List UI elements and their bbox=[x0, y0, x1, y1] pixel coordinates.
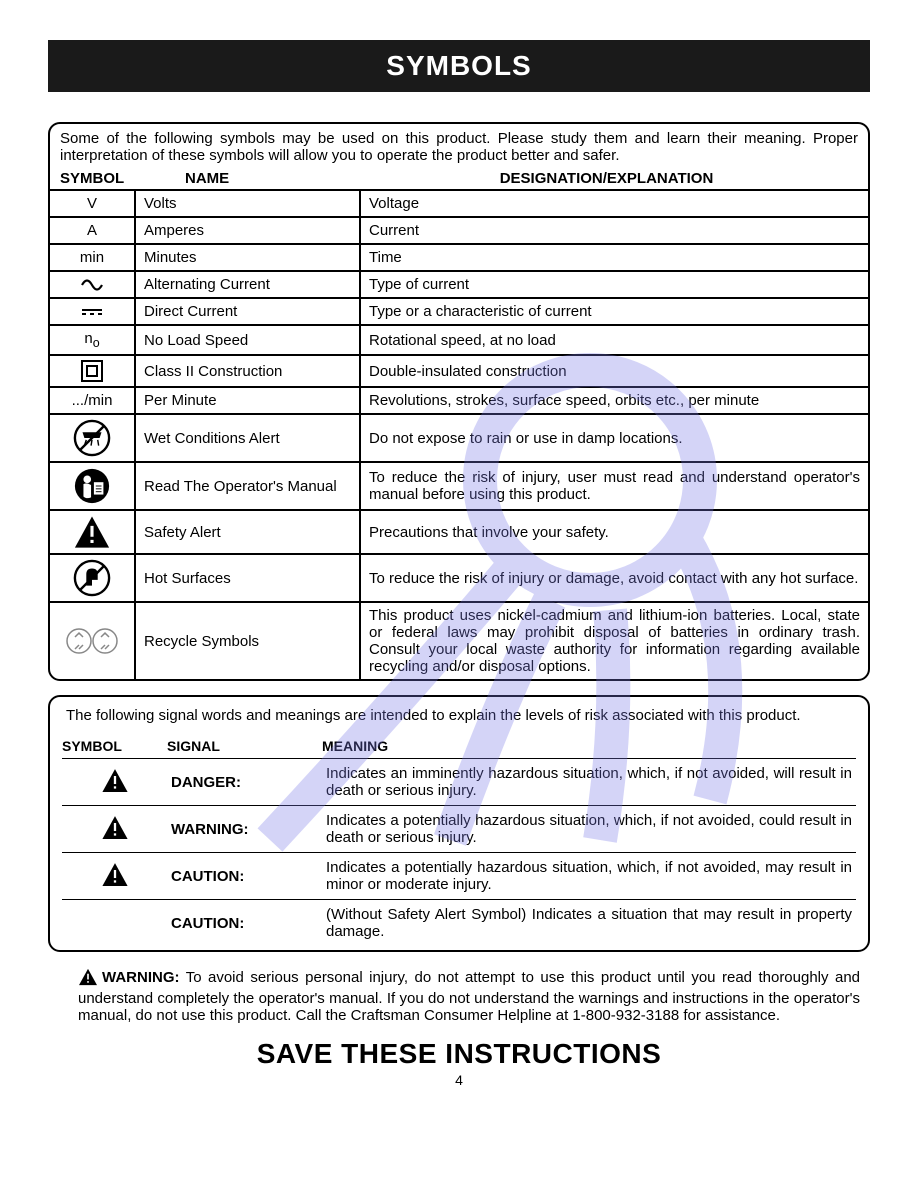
signal-symbol-cell bbox=[62, 759, 167, 806]
warning-label: WARNING: bbox=[102, 969, 180, 986]
name-cell: Amperes bbox=[135, 217, 360, 244]
symbol-cell: .../min bbox=[50, 387, 135, 414]
signal-symbol-cell bbox=[62, 806, 167, 853]
name-cell: Per Minute bbox=[135, 387, 360, 414]
name-cell: Hot Surfaces bbox=[135, 554, 360, 602]
signal-meaning-cell: Indicates an imminently hazardous situat… bbox=[322, 759, 856, 806]
signal-word-cell: CAUTION: bbox=[167, 853, 322, 900]
explanation-cell: Do not expose to rain or use in damp loc… bbox=[360, 414, 868, 462]
alert-triangle-icon bbox=[78, 968, 98, 990]
table-row: Hot SurfacesTo reduce the risk of injury… bbox=[50, 554, 868, 602]
table-row: Recycle SymbolsThis product uses nickel-… bbox=[50, 602, 868, 679]
signal-word-cell: DANGER: bbox=[167, 759, 322, 806]
signal-word-cell: WARNING: bbox=[167, 806, 322, 853]
name-cell: No Load Speed bbox=[135, 325, 360, 355]
signal-header-symbol: SYMBOL bbox=[62, 738, 167, 754]
symbol-cell bbox=[50, 271, 135, 298]
table-row: Alternating CurrentType of current bbox=[50, 271, 868, 298]
table-row: minMinutesTime bbox=[50, 244, 868, 271]
name-cell: Direct Current bbox=[135, 298, 360, 325]
symbol-cell: V bbox=[50, 191, 135, 217]
symbol-cell bbox=[50, 355, 135, 387]
signal-word-cell: CAUTION: bbox=[167, 900, 322, 951]
symbols-header-row: SYMBOL NAME DESIGNATION/EXPLANATION bbox=[50, 168, 868, 191]
symbol-cell bbox=[50, 298, 135, 325]
name-cell: Read The Operator's Manual bbox=[135, 462, 360, 510]
explanation-cell: To reduce the risk of injury or damage, … bbox=[360, 554, 868, 602]
table-row: Class II ConstructionDouble-insulated co… bbox=[50, 355, 868, 387]
symbols-header-name: NAME bbox=[145, 170, 355, 187]
name-cell: Minutes bbox=[135, 244, 360, 271]
signal-meaning-cell: (Without Safety Alert Symbol) Indicates … bbox=[322, 900, 856, 951]
page-title: SYMBOLS bbox=[48, 40, 870, 92]
symbol-cell bbox=[50, 414, 135, 462]
symbols-box: Some of the following symbols may be use… bbox=[48, 122, 870, 681]
explanation-cell: Double-insulated construction bbox=[360, 355, 868, 387]
explanation-cell: Precautions that involve your safety. bbox=[360, 510, 868, 554]
table-row: CAUTION:(Without Safety Alert Symbol) In… bbox=[62, 900, 856, 951]
explanation-cell: This product uses nickel-cadmium and lit… bbox=[360, 602, 868, 679]
table-row: AAmperesCurrent bbox=[50, 217, 868, 244]
symbols-header-expl: DESIGNATION/EXPLANATION bbox=[355, 170, 858, 187]
table-row: VVoltsVoltage bbox=[50, 191, 868, 217]
name-cell: Alternating Current bbox=[135, 271, 360, 298]
name-cell: Wet Conditions Alert bbox=[135, 414, 360, 462]
table-row: noNo Load SpeedRotational speed, at no l… bbox=[50, 325, 868, 355]
signal-box: The following signal words and meanings … bbox=[48, 695, 870, 952]
explanation-cell: Current bbox=[360, 217, 868, 244]
explanation-cell: Time bbox=[360, 244, 868, 271]
signal-intro: The following signal words and meanings … bbox=[62, 705, 856, 738]
symbol-cell: A bbox=[50, 217, 135, 244]
table-row: CAUTION:Indicates a potentially hazardou… bbox=[62, 853, 856, 900]
table-row: DANGER:Indicates an imminently hazardous… bbox=[62, 759, 856, 806]
symbols-header-symbol: SYMBOL bbox=[60, 170, 145, 187]
symbol-cell bbox=[50, 462, 135, 510]
table-row: Wet Conditions AlertDo not expose to rai… bbox=[50, 414, 868, 462]
name-cell: Safety Alert bbox=[135, 510, 360, 554]
signal-table: DANGER:Indicates an imminently hazardous… bbox=[62, 758, 856, 950]
symbols-intro: Some of the following symbols may be use… bbox=[50, 124, 868, 168]
explanation-cell: Type or a characteristic of current bbox=[360, 298, 868, 325]
warning-paragraph: WARNING: To avoid serious personal injur… bbox=[48, 968, 870, 1024]
symbol-cell bbox=[50, 602, 135, 679]
signal-meaning-cell: Indicates a potentially hazardous situat… bbox=[322, 853, 856, 900]
warning-text: To avoid serious personal injury, do not… bbox=[78, 969, 860, 1024]
page-number: 4 bbox=[48, 1072, 870, 1088]
symbol-cell bbox=[50, 554, 135, 602]
table-row: .../minPer MinuteRevolutions, strokes, s… bbox=[50, 387, 868, 414]
explanation-cell: Rotational speed, at no load bbox=[360, 325, 868, 355]
table-row: Direct CurrentType or a characteristic o… bbox=[50, 298, 868, 325]
symbol-cell: no bbox=[50, 325, 135, 355]
symbol-cell: min bbox=[50, 244, 135, 271]
explanation-cell: Voltage bbox=[360, 191, 868, 217]
name-cell: Recycle Symbols bbox=[135, 602, 360, 679]
table-row: Safety AlertPrecautions that involve you… bbox=[50, 510, 868, 554]
table-row: Read The Operator's ManualTo reduce the … bbox=[50, 462, 868, 510]
explanation-cell: To reduce the risk of injury, user must … bbox=[360, 462, 868, 510]
signal-symbol-cell bbox=[62, 900, 167, 951]
explanation-cell: Revolutions, strokes, surface speed, orb… bbox=[360, 387, 868, 414]
symbols-table: VVoltsVoltageAAmperesCurrentminMinutesTi… bbox=[50, 191, 868, 679]
signal-header-meaning: MEANING bbox=[322, 738, 856, 754]
name-cell: Volts bbox=[135, 191, 360, 217]
save-instructions: SAVE THESE INSTRUCTIONS bbox=[48, 1038, 870, 1070]
explanation-cell: Type of current bbox=[360, 271, 868, 298]
table-row: WARNING:Indicates a potentially hazardou… bbox=[62, 806, 856, 853]
symbol-cell bbox=[50, 510, 135, 554]
signal-meaning-cell: Indicates a potentially hazardous situat… bbox=[322, 806, 856, 853]
name-cell: Class II Construction bbox=[135, 355, 360, 387]
signal-header-row: SYMBOL SIGNAL MEANING bbox=[62, 738, 856, 758]
signal-header-signal: SIGNAL bbox=[167, 738, 322, 754]
signal-symbol-cell bbox=[62, 853, 167, 900]
